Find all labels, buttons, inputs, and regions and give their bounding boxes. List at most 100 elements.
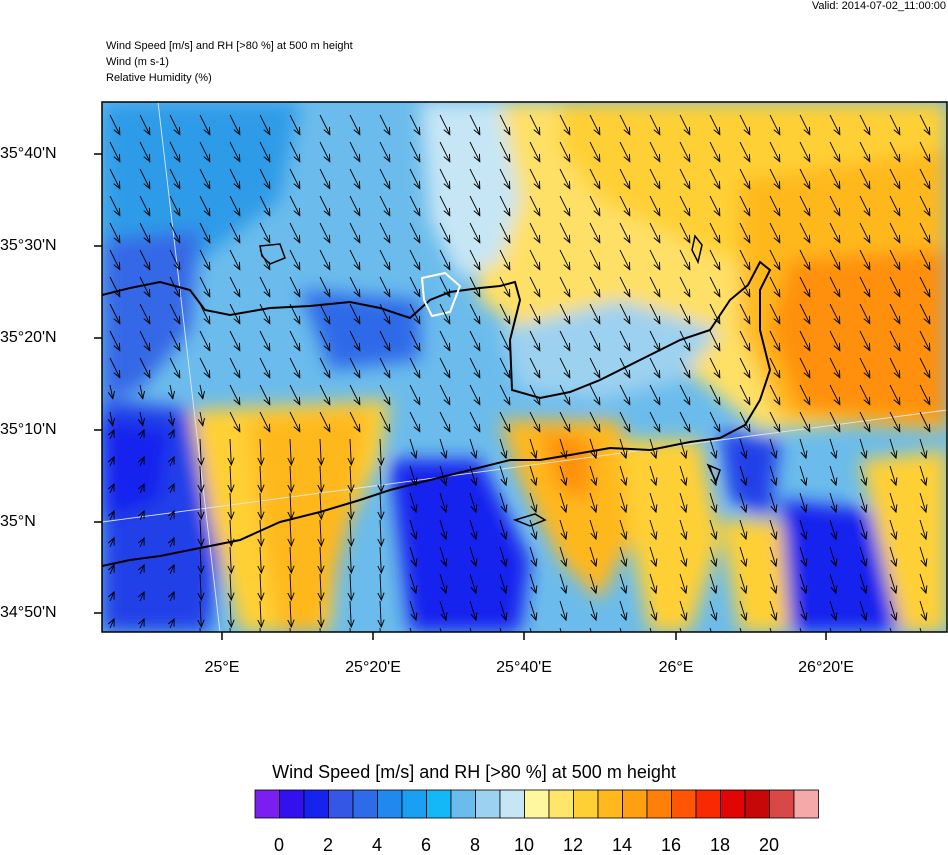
wind-arrow [409, 249, 420, 270]
wind-arrow [559, 330, 570, 351]
wind-arrow [110, 592, 114, 602]
wind-arrow [709, 384, 720, 405]
wind-arrow [529, 600, 536, 620]
wind-arrow [259, 249, 270, 270]
wind-arrow [589, 492, 596, 512]
wind-arrow [289, 222, 300, 243]
wind-arrow [140, 511, 144, 521]
wind-arrow [619, 249, 630, 270]
wind-arrow [109, 114, 120, 135]
wind-arrow [919, 519, 926, 539]
wind-arrow [679, 438, 686, 458]
wind-arrow [889, 195, 900, 216]
colorbar-swatch [450, 789, 476, 819]
wind-arrow [709, 519, 716, 539]
wind-arrow [109, 168, 120, 189]
wind-arrow [140, 565, 144, 575]
wind-arrow [829, 195, 840, 216]
wind-arrow [350, 465, 351, 492]
wind-arrow [889, 141, 900, 162]
wind-arrow [649, 546, 656, 566]
wind-arrow [169, 195, 180, 216]
wind-arrow [679, 195, 690, 216]
wind-arrow [709, 249, 720, 270]
wind-arrow [199, 168, 210, 189]
wind-arrow [230, 465, 231, 492]
wind-arrow [649, 573, 656, 593]
wind-arrow [739, 573, 746, 593]
wind-arrow [229, 357, 240, 378]
wind-arrow [859, 546, 866, 566]
wind-arrow [319, 168, 330, 189]
wind-arrow [529, 276, 540, 297]
wind-arrow [619, 114, 630, 135]
wind-arrow [859, 519, 866, 539]
wind-arrow [529, 438, 536, 458]
wind-arrow [919, 600, 926, 620]
wind-arrow [290, 492, 291, 519]
wind-arrow [799, 330, 810, 351]
wind-arrow [649, 114, 660, 135]
wind-arrow [349, 411, 360, 432]
wind-arrow [889, 627, 892, 632]
wind-arrow [499, 519, 506, 539]
wind-arrow [259, 168, 270, 189]
wind-arrow [319, 222, 330, 243]
wind-arrow [140, 411, 143, 426]
wind-arrow [619, 195, 630, 216]
wind-arrow [169, 114, 180, 135]
wind-arrow [559, 249, 570, 270]
wind-arrow [439, 249, 450, 270]
wind-arrow [769, 357, 780, 378]
wind-arrow [919, 195, 930, 216]
colorbar-swatch [499, 789, 525, 819]
wind-arrow [619, 303, 630, 324]
wind-arrow [799, 411, 810, 432]
colorbar-label: 20 [758, 835, 780, 855]
wind-arrow [469, 114, 480, 135]
wind-arrow [169, 303, 180, 324]
wind-arrow [319, 357, 330, 378]
wind-arrow [499, 330, 510, 351]
colorbar [254, 789, 819, 819]
colorbar-label: 8 [469, 835, 481, 855]
wind-arrow [799, 384, 810, 405]
wind-arrow [229, 303, 240, 324]
wind-arrow [889, 411, 900, 432]
wind-arrow [380, 465, 381, 492]
wind-arrow [889, 465, 896, 485]
wind-arrow [139, 114, 150, 135]
wind-arrow [679, 357, 690, 378]
wind-arrow [499, 195, 510, 216]
wind-arrow [919, 222, 930, 243]
wind-arrow [409, 303, 420, 324]
wind-arrow [919, 384, 930, 405]
wind-arrow [709, 546, 716, 566]
wind-arrow [499, 600, 506, 620]
wind-arrow [469, 411, 480, 432]
wind-arrow [349, 303, 360, 324]
wind-arrow [200, 519, 201, 546]
wind-arrow [110, 565, 114, 575]
wind-arrow [829, 573, 836, 593]
wind-arrow [889, 168, 900, 189]
wind-arrow [229, 411, 240, 432]
wind-arrow [799, 492, 806, 512]
wind-arrow [739, 276, 750, 297]
wind-arrow [140, 457, 144, 467]
wind-arrow [859, 384, 870, 405]
wind-arrow [829, 276, 840, 297]
wind-arrow [170, 538, 174, 548]
wind-arrow [409, 600, 416, 620]
wind-arrow [469, 627, 472, 632]
wind-arrow [589, 168, 600, 189]
wind-arrow [469, 438, 476, 458]
wind-arrow [739, 195, 750, 216]
wind-arrow [170, 592, 174, 602]
wind-arrow [439, 573, 446, 593]
wind-arrow [229, 141, 240, 162]
wind-arrow [319, 384, 330, 405]
wind-arrow [529, 546, 536, 566]
wind-arrow [679, 303, 690, 324]
wind-arrow [679, 141, 690, 162]
